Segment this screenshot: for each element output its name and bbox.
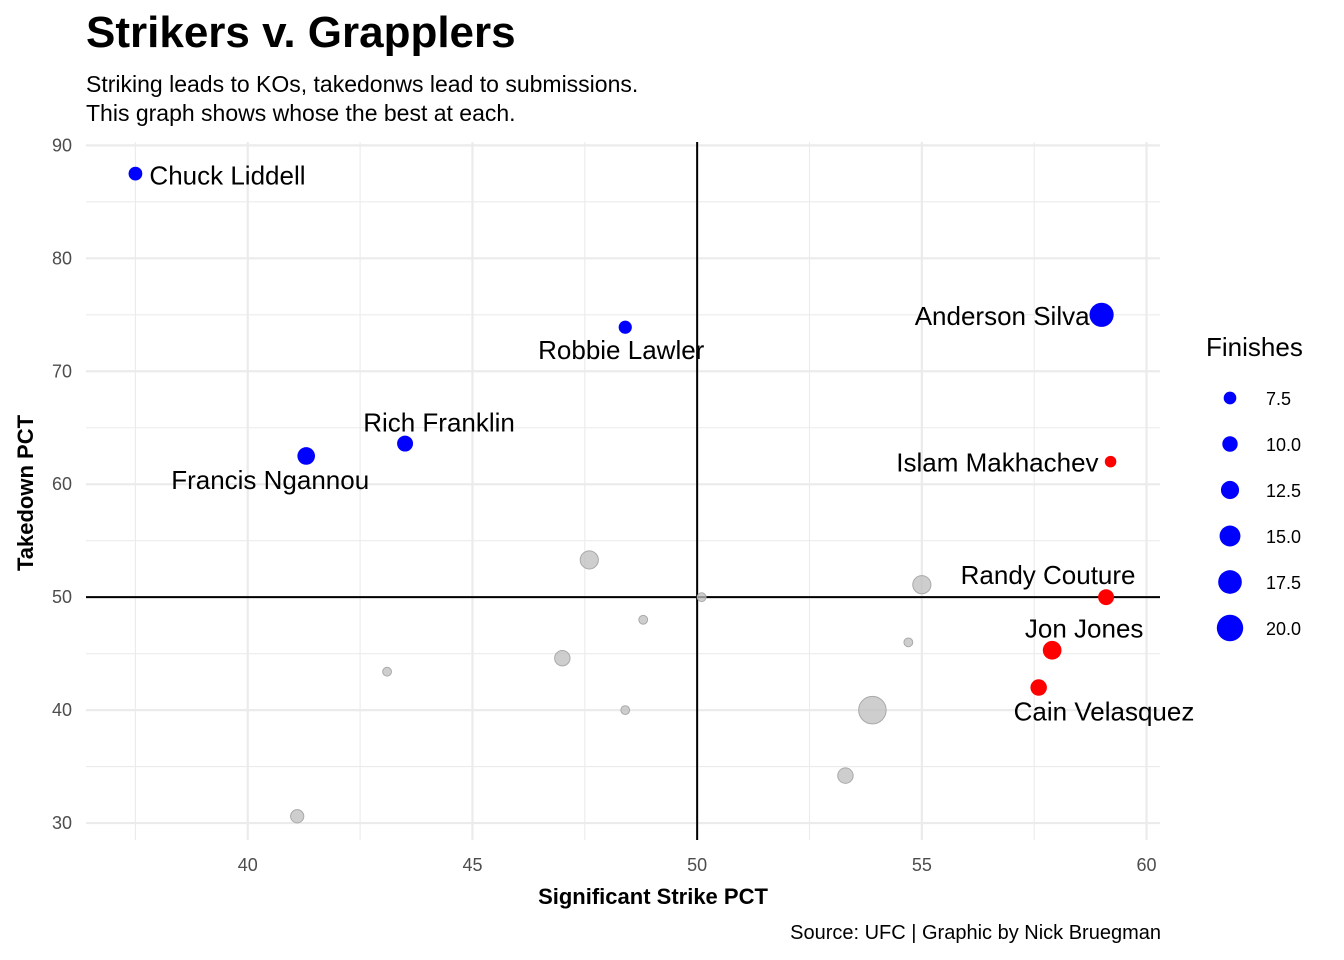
- data-point: [696, 592, 707, 603]
- legend-key: [1218, 570, 1242, 594]
- data-point: [638, 614, 649, 625]
- y-tick-label: 80: [52, 248, 72, 268]
- data-point: [1104, 455, 1117, 468]
- data-point: [903, 637, 914, 648]
- legend-label: 15.0: [1266, 527, 1301, 547]
- point-label: Randy Couture: [961, 560, 1136, 590]
- data-point: [128, 166, 143, 181]
- data-point: [1089, 302, 1114, 327]
- y-tick-label: 50: [52, 587, 72, 607]
- y-tick-label: 70: [52, 361, 72, 381]
- data-point: [382, 666, 392, 677]
- data-points: [128, 166, 1117, 824]
- reference-lines: [86, 142, 1160, 840]
- subtitle-line-1: Striking leads to KOs, takedonws lead to…: [86, 71, 639, 97]
- y-tick-label: 60: [52, 474, 72, 494]
- x-axis-title: Significant Strike PCT: [538, 884, 768, 909]
- data-point: [858, 695, 887, 725]
- legend-label: 12.5: [1266, 481, 1301, 501]
- point-label: Anderson Silva: [915, 301, 1090, 331]
- legend-label: 20.0: [1266, 619, 1301, 639]
- legend-label: 10.0: [1266, 435, 1301, 455]
- data-point: [837, 767, 854, 784]
- tick-labels: 40 45 50 55 60 30 40 50 60 70 80 90: [52, 135, 1157, 875]
- size-legend: Finishes 7.5 10.0 12.5 15.0 17.5 20.0: [1206, 332, 1303, 642]
- data-point: [554, 649, 571, 667]
- x-tick-label: 60: [1137, 855, 1157, 875]
- point-label: Rich Franklin: [363, 408, 515, 438]
- data-point: [620, 705, 631, 716]
- point-label: Islam Makhachev: [896, 448, 1098, 478]
- data-point: [1098, 589, 1115, 606]
- point-label: Robbie Lawler: [538, 335, 705, 365]
- legend-key: [1223, 391, 1237, 405]
- legend-key: [1216, 614, 1244, 642]
- x-tick-label: 45: [462, 855, 482, 875]
- point-label: Francis Ngannou: [171, 465, 369, 495]
- data-point: [1042, 640, 1062, 660]
- x-tick-label: 55: [912, 855, 932, 875]
- x-tick-label: 40: [238, 855, 258, 875]
- legend-key: [1222, 436, 1238, 452]
- chart-subtitle: Striking leads to KOs, takedonws lead to…: [86, 70, 638, 128]
- data-point: [397, 435, 414, 452]
- y-axis-title: Takedown PCT: [13, 414, 38, 571]
- y-tick-label: 40: [52, 700, 72, 720]
- y-tick-label: 30: [52, 813, 72, 833]
- y-tick-label: 90: [52, 135, 72, 155]
- subtitle-line-2: This graph shows whose the best at each.: [86, 100, 516, 126]
- data-point: [290, 809, 305, 824]
- legend-label: 7.5: [1266, 389, 1291, 409]
- data-point: [579, 550, 599, 570]
- chart-title: Strikers v. Grapplers: [86, 8, 516, 57]
- data-point: [297, 447, 315, 465]
- data-point: [618, 320, 632, 334]
- chart-caption: Source: UFC | Graphic by Nick Bruegman: [790, 922, 1161, 944]
- point-label: Jon Jones: [1025, 613, 1144, 643]
- legend-title: Finishes: [1206, 332, 1303, 362]
- point-label: Chuck Liddell: [149, 161, 305, 191]
- x-tick-label: 50: [687, 855, 707, 875]
- legend-label: 17.5: [1266, 573, 1301, 593]
- data-point: [912, 575, 932, 595]
- point-label: Cain Velasquez: [1014, 697, 1195, 727]
- legend-key: [1219, 525, 1241, 547]
- point-labels: Chuck Liddell Anderson Silva Robbie Lawler…: [149, 161, 1194, 727]
- data-point: [1030, 679, 1047, 696]
- legend-key: [1220, 480, 1240, 500]
